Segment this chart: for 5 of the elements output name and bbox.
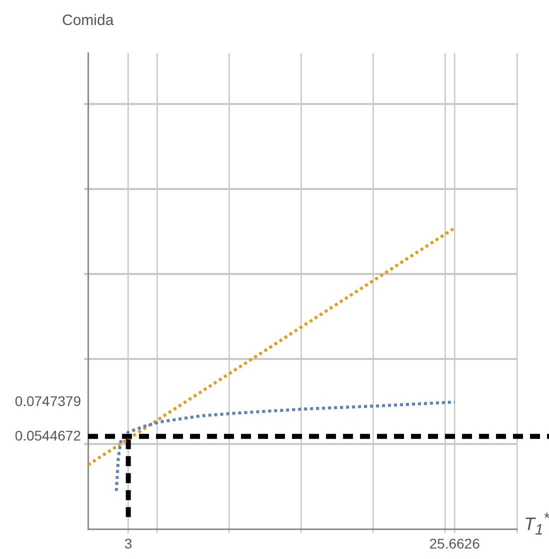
x-tick-label: 25.6626	[429, 535, 480, 552]
y-axis-title: Comida	[62, 12, 114, 29]
y-tick-label: 0.0544672	[14, 427, 82, 444]
y-tick-label: 0.0747379	[14, 392, 82, 409]
x-tick-label: 3	[124, 535, 132, 552]
